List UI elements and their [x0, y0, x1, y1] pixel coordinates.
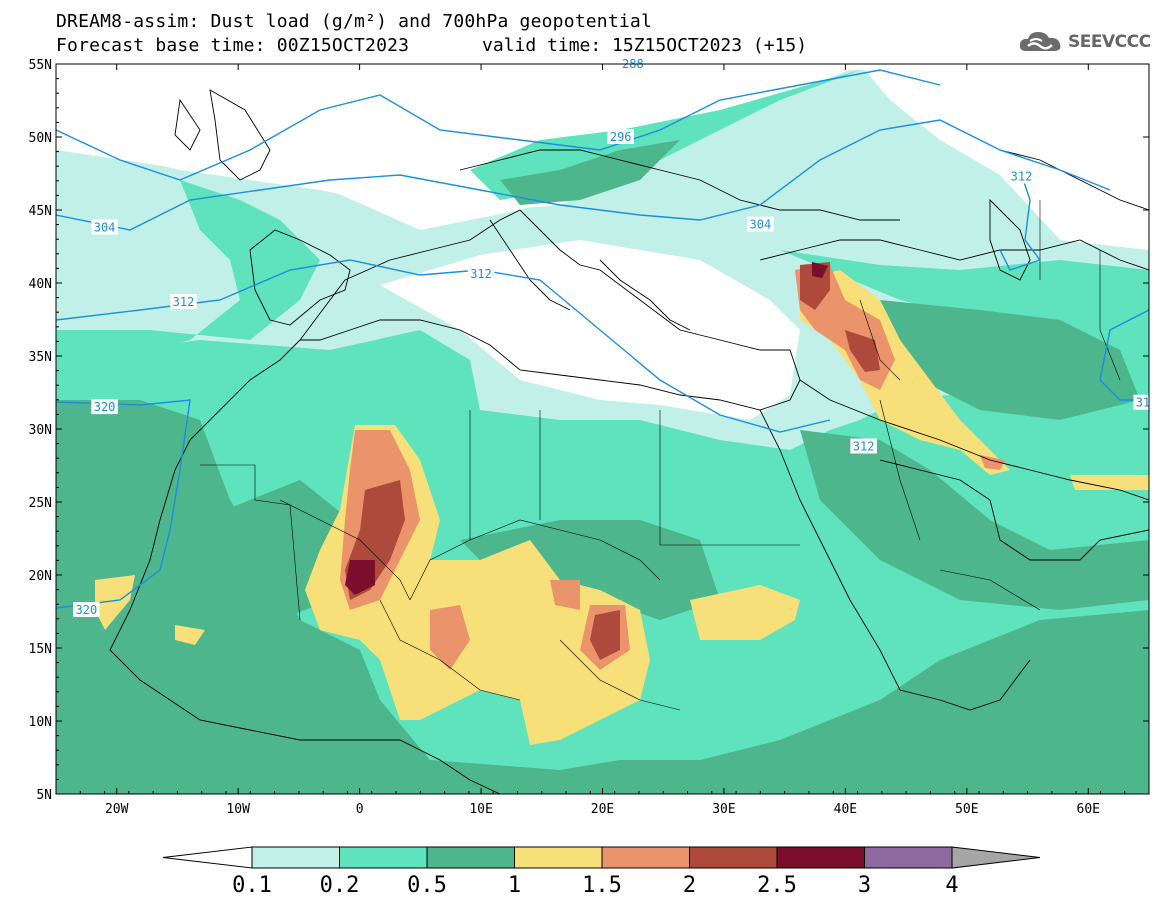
- colorbar-label: 2: [683, 873, 696, 898]
- lon-label: 10E: [469, 802, 492, 817]
- colorbar-over-arrow: [951, 846, 1041, 869]
- colorbar-label: 0.5: [407, 873, 447, 898]
- colorbar-label: 1.5: [582, 873, 622, 898]
- lon-label: 60E: [1077, 802, 1100, 817]
- lon-label: 50E: [955, 802, 978, 817]
- contour-label-bg: [747, 216, 774, 232]
- lat-label: 45N: [29, 204, 52, 219]
- contour-label-bg: [467, 266, 495, 282]
- contour-label-bg: [91, 399, 118, 415]
- colorbar-segment: [864, 846, 953, 869]
- colorbar-segment: [689, 846, 778, 869]
- logo-text: SEEVCCC: [1068, 32, 1151, 52]
- colorbar-segment: [601, 846, 690, 869]
- contour-label-bg: [1133, 394, 1153, 410]
- lat-label: 50N: [29, 131, 52, 146]
- lat-label: 40N: [29, 277, 52, 292]
- lat-label: 15N: [29, 642, 52, 657]
- lon-label: 20E: [591, 802, 614, 817]
- contour-label: 312: [470, 267, 492, 281]
- lat-label: 20N: [29, 569, 52, 584]
- colorbar-label: 1: [508, 873, 521, 898]
- colorbar-segment: [514, 846, 603, 869]
- longitude-axis: 20W 10W 0 10E 20E 30E 40E 50E 60E: [55, 64, 1150, 817]
- contour-label: 312: [173, 295, 195, 309]
- contour-label: 320: [94, 400, 116, 414]
- colorbar-label: 0.1: [232, 873, 272, 898]
- contour-label: 312: [1011, 169, 1033, 183]
- colorbar-label: 0.2: [320, 873, 360, 898]
- lon-label: 10W: [226, 802, 250, 817]
- dust-level-2.5: [345, 262, 828, 595]
- lat-label: 10N: [29, 715, 52, 730]
- colorbar-label: 2.5: [757, 873, 797, 898]
- dust-fields: [56, 64, 1149, 794]
- country-borders: [200, 200, 1121, 711]
- latitude-axis: 55N 50N 45N 40N 35N 30N 25N 20N 15N 10N 5N: [29, 58, 1149, 803]
- forecast-base-time: Forecast base time: 00Z15OCT2023: [56, 35, 410, 56]
- colorbar-segment: [339, 846, 428, 869]
- lon-label: 40E: [834, 802, 857, 817]
- map-title: DREAM8-assim: Dust load (g/m²) and 700hP…: [56, 11, 652, 32]
- contour-label: 304: [750, 218, 772, 232]
- clear-areas: [56, 64, 1149, 560]
- colorbar-segment: [251, 846, 340, 869]
- colorbar-label: 3: [858, 873, 871, 898]
- contour-label: 296: [610, 130, 632, 144]
- colorbar-segment: [776, 846, 865, 869]
- lon-label: 30E: [712, 802, 735, 817]
- contour-label-bg: [1008, 168, 1035, 184]
- lon-label: 0: [356, 802, 364, 817]
- lat-label: 30N: [29, 423, 52, 438]
- contour-label-bg: [607, 129, 634, 144]
- seevccc-logo: SEEVCCC: [1018, 28, 1151, 56]
- colorbar: 0.1 0.2 0.5 1 1.5 2 2.5 3 4: [162, 846, 1041, 898]
- contour-label-bg: [73, 602, 100, 618]
- lat-label: 35N: [29, 350, 52, 365]
- colorbar-under-arrow: [162, 846, 253, 869]
- colorbar-segment: [426, 846, 515, 869]
- contour-label: 304: [94, 221, 116, 235]
- colorbar-label: 4: [945, 873, 958, 898]
- contour-label: 320: [76, 603, 98, 617]
- lat-label: 5N: [36, 788, 52, 803]
- contour-label-bg: [91, 219, 118, 235]
- cloud-icon: [1019, 32, 1061, 51]
- contour-label: 31: [1136, 396, 1150, 410]
- lat-label: 25N: [29, 496, 52, 511]
- contour-label-bg: [850, 438, 877, 454]
- lon-label: 20W: [105, 802, 129, 817]
- lat-label: 55N: [29, 58, 52, 73]
- contour-label: 312: [853, 440, 875, 454]
- contour-label-bg: [170, 293, 197, 309]
- valid-time: valid time: 15Z15OCT2023 (+15): [482, 35, 808, 56]
